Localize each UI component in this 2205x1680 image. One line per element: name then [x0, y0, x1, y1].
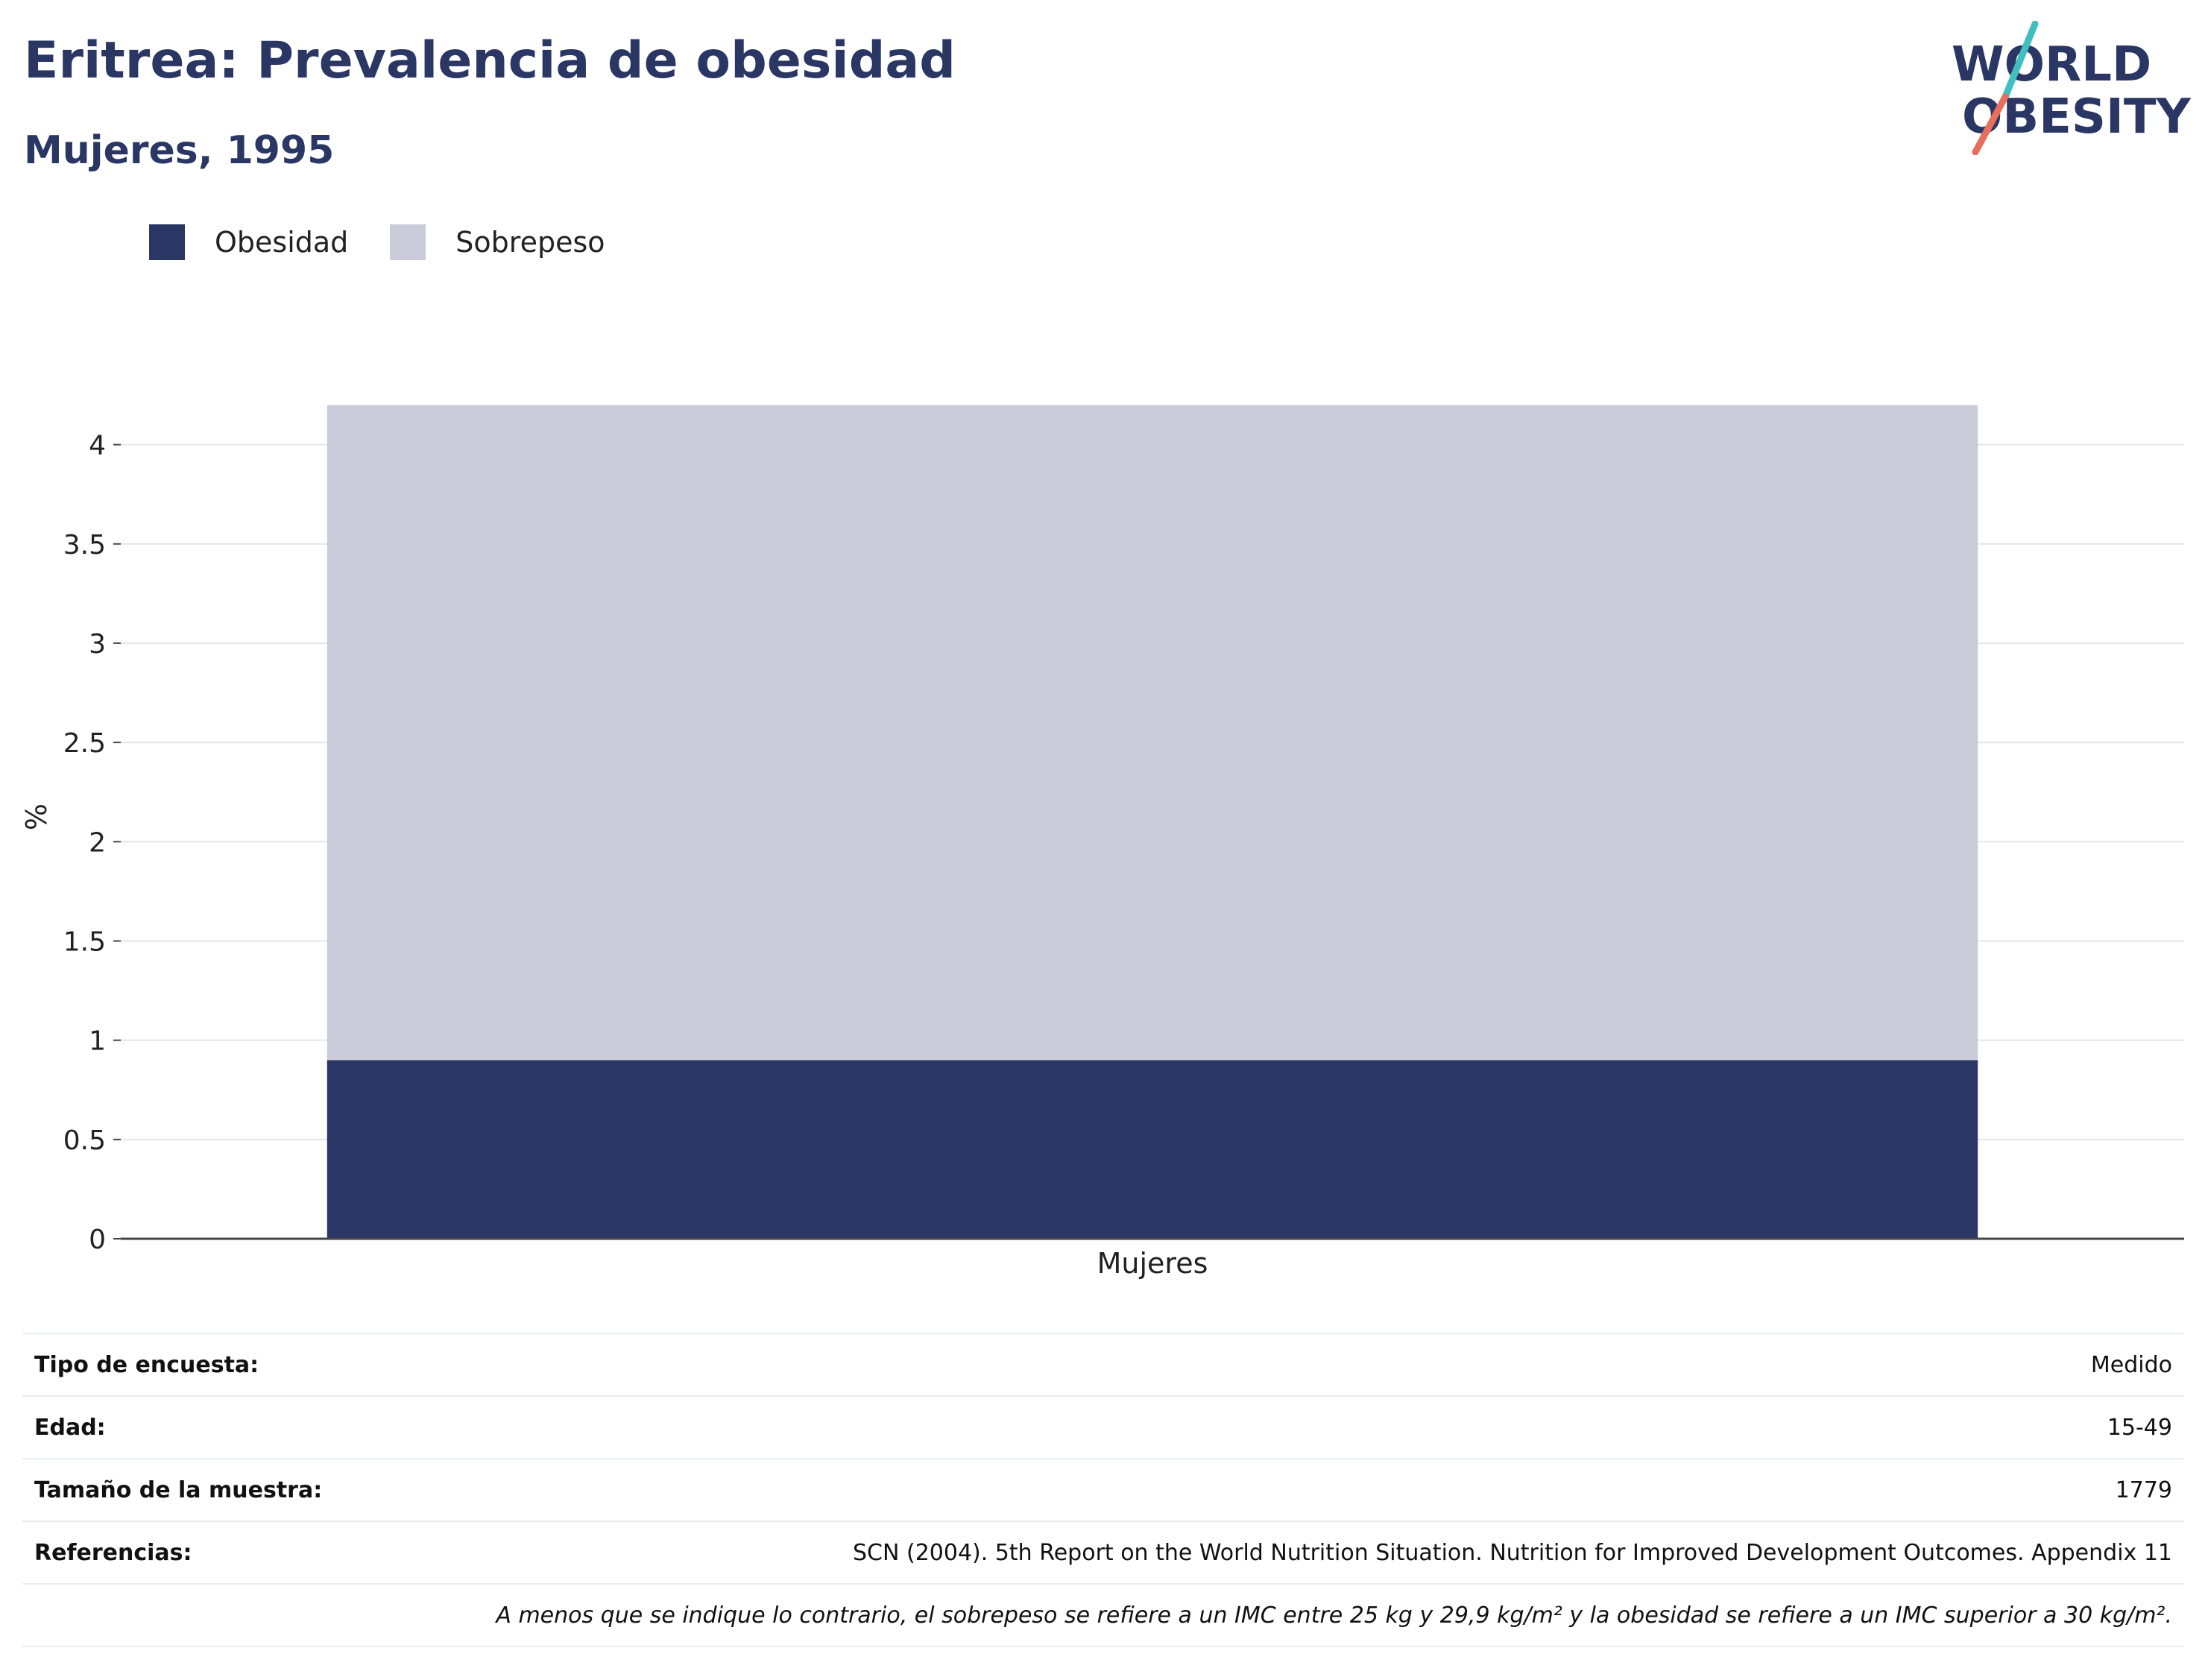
legend-item-obesidad[interactable]: Obesidad: [149, 224, 348, 260]
table-row: A menos que se indique lo contrario, el …: [22, 1583, 2184, 1647]
info-value: 1779: [429, 1458, 2184, 1521]
table-row: Referencias: SCN (2004). 5th Report on t…: [22, 1520, 2184, 1584]
info-value: 15-49: [429, 1395, 2184, 1459]
x-tick-label: Mujeres: [1097, 1247, 1208, 1280]
legend-swatch-obesidad: [149, 224, 185, 260]
y-tick-labels: 0 0.5 1 1.5 2 2.5 3 3.5 4: [63, 431, 121, 1255]
info-key: Tamaño de la muestra:: [22, 1458, 430, 1521]
info-value: Medido: [429, 1333, 2184, 1396]
y-tick-label: 1.5: [63, 926, 106, 957]
table-row: Edad: 15-49: [22, 1395, 2184, 1459]
y-tick-label: 2.5: [63, 728, 106, 759]
info-value: SCN (2004). 5th Report on the World Nutr…: [429, 1520, 2184, 1584]
bars: [327, 405, 1978, 1239]
page-subtitle: Mujeres, 1995: [24, 128, 335, 173]
y-tick-label: 3.5: [63, 530, 106, 560]
y-tick-label: 2: [89, 827, 106, 858]
logo-line-1: WORLD: [1952, 37, 2151, 92]
bar-sobrepeso[interactable]: [327, 405, 1978, 1061]
logo-slash-teal: [2001, 21, 2039, 101]
table-row: Tipo de encuesta: Medido: [22, 1333, 2184, 1396]
y-tick-label: 3: [89, 629, 106, 660]
definition-note: A menos que se indique lo contrario, el …: [22, 1583, 2184, 1647]
bar-obesidad[interactable]: [327, 1060, 1978, 1239]
legend-swatch-sobrepeso: [390, 224, 426, 260]
legend-label-sobrepeso: Sobrepeso: [455, 226, 605, 259]
survey-info-table: Tipo de encuesta: Medido Edad: 15-49 Tam…: [22, 1333, 2184, 1647]
page-title: Eritrea: Prevalencia de obesidad: [24, 31, 956, 90]
info-key: Referencias:: [22, 1520, 430, 1584]
y-axis-label: %: [20, 803, 53, 830]
world-obesity-logo: WORLD OBESITY: [1952, 21, 2191, 155]
y-tick-label: 0: [89, 1225, 106, 1255]
y-tick-label: 0.5: [63, 1125, 106, 1156]
y-tick-label: 1: [89, 1026, 106, 1057]
legend-item-sobrepeso[interactable]: Sobrepeso: [390, 224, 605, 260]
table-row: Tamaño de la muestra: 1779: [22, 1458, 2184, 1521]
stacked-bar-chart: 0 0.5 1 1.5 2 2.5 3 3.5 4 Mujeres %: [20, 405, 2184, 1280]
chart-legend: Obesidad Sobrepeso: [149, 222, 647, 262]
x-tick-labels: Mujeres: [1097, 1247, 1208, 1280]
logo-slash-coral: [1972, 93, 2009, 155]
info-key: Tipo de encuesta:: [22, 1333, 430, 1396]
logo-line-2: OBESITY: [1962, 89, 2191, 145]
info-key: Edad:: [22, 1395, 430, 1459]
y-tick-label: 4: [89, 431, 106, 461]
legend-label-obesidad: Obesidad: [215, 226, 349, 259]
